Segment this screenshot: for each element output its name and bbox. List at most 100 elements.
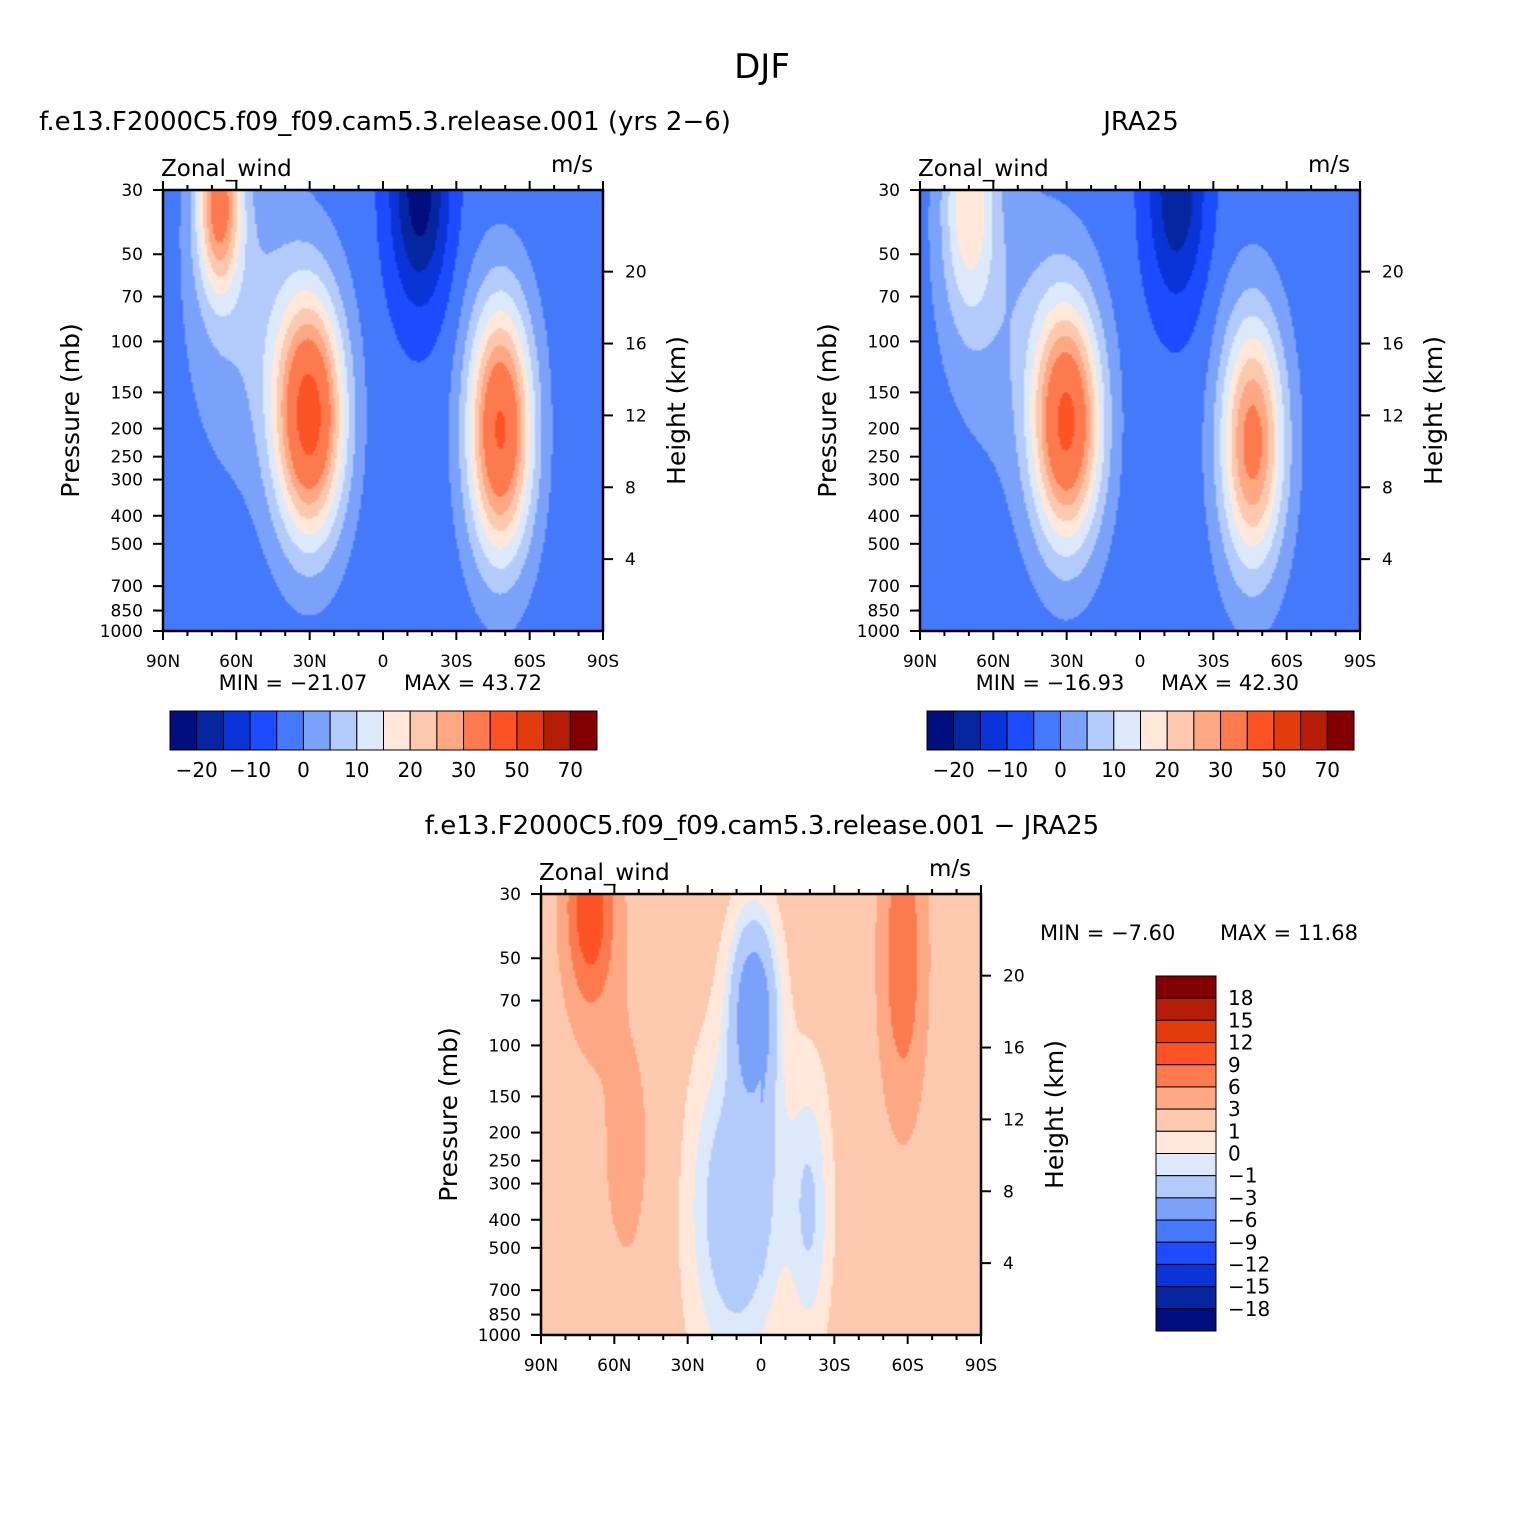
y-tick-label: 100 [111, 332, 143, 352]
colorbar-box [436, 710, 465, 751]
x-tick-label: 30S [440, 652, 472, 672]
y-tick-label: 100 [868, 332, 900, 352]
colorbar-label: 50 [504, 758, 529, 782]
colorbar-box [1155, 1153, 1217, 1177]
colorbar-label: −9 [1228, 1230, 1257, 1254]
y-tick-label: 300 [868, 471, 900, 491]
min-label-model: MIN = −21.07 [219, 671, 368, 695]
y-tick-label: 850 [868, 602, 900, 622]
colorbar-box [1155, 1042, 1217, 1066]
max-label-diff: MAX = 11.68 [1220, 921, 1358, 945]
units-label-diff: m/s [929, 856, 971, 882]
colorbar-box [926, 710, 955, 751]
x-tick-label: 30S [818, 1356, 850, 1376]
variable-label-obs: Zonal_wind [918, 156, 1049, 182]
colorbar-box [1155, 1130, 1217, 1154]
colorbar-label: −12 [1228, 1252, 1270, 1276]
height-tick-label: 12 [1003, 1110, 1025, 1130]
colorbar-label: 0 [1054, 758, 1067, 782]
variable-label-diff: Zonal_wind [539, 860, 670, 886]
colorbar-box [1155, 975, 1217, 999]
height-tick-label: 4 [1003, 1254, 1014, 1274]
colorbar-box [1155, 1019, 1217, 1044]
colorbar-box [222, 710, 251, 751]
colorbar-label: 20 [397, 758, 422, 782]
y-tick-label: 500 [489, 1239, 521, 1259]
x-tick-label: 0 [756, 1356, 767, 1376]
colorbar-box [1193, 710, 1222, 751]
colorbar-box [543, 710, 571, 751]
panel-title-obs: JRA25 [1101, 107, 1179, 137]
y-tick-label: 400 [489, 1211, 521, 1231]
colorbar-label: 50 [1261, 758, 1286, 782]
colorbar-label: −10 [986, 758, 1028, 782]
colorbar-box [1155, 1286, 1217, 1310]
y-tick-label: 200 [111, 420, 143, 440]
panel-title-model: f.e13.F2000C5.f09_f09.cam5.3.release.001… [39, 107, 731, 137]
x-tick-label: 90N [146, 652, 180, 672]
max-label-obs: MAX = 42.30 [1161, 671, 1299, 695]
y-tick-label: 100 [489, 1036, 521, 1056]
colorbar-box [1006, 710, 1035, 751]
height-tick-label: 4 [1382, 550, 1393, 570]
x-tick-label: 60S [891, 1356, 923, 1376]
y-tick-label: 150 [489, 1087, 521, 1107]
contour-field-obs [920, 190, 1360, 631]
height-tick-label: 16 [1003, 1039, 1025, 1059]
height-tick-label: 8 [1003, 1182, 1014, 1202]
main-title: DJF [734, 47, 790, 87]
height-tick-label: 12 [1382, 406, 1404, 426]
colorbar-label: −10 [229, 758, 271, 782]
colorbar-label: 70 [1315, 758, 1340, 782]
colorbar-label: 1 [1228, 1119, 1241, 1143]
colorbar-label: −15 [1228, 1275, 1270, 1299]
y-tick-label: 50 [499, 949, 521, 969]
colorbar-box [1166, 710, 1195, 751]
y-axis-label-diff: Pressure (mb) [434, 1027, 463, 1201]
colorbar-label: −20 [933, 758, 975, 782]
y-tick-label: 30 [121, 181, 143, 201]
colorbar-box [196, 710, 224, 751]
height-tick-label: 16 [625, 335, 647, 355]
colorbar-box [1155, 1241, 1217, 1265]
colorbar-label: 15 [1228, 1008, 1253, 1032]
colorbar-box [383, 710, 411, 751]
colorbar-label: 12 [1228, 1031, 1253, 1055]
colorbar-box [1140, 710, 1168, 751]
contour-field-model [163, 190, 603, 631]
colorbar-label: 0 [297, 758, 310, 782]
colorbar-box [409, 710, 438, 751]
colorbar-box [463, 710, 491, 751]
x-tick-label: 60N [219, 652, 253, 672]
colorbar-label: −18 [1228, 1297, 1270, 1321]
colorbar-box [1059, 710, 1088, 751]
y-tick-label: 1000 [100, 622, 143, 642]
y-tick-label: 500 [111, 535, 143, 555]
y-tick-label: 150 [868, 383, 900, 403]
x-tick-label: 60S [1270, 652, 1302, 672]
colorbar-box [979, 710, 1008, 751]
panel-diff: f.e13.F2000C5.f09_f09.cam5.3.release.001… [425, 811, 1358, 1376]
height-tick-label: 12 [625, 406, 647, 426]
y-tick-label: 700 [489, 1281, 521, 1301]
colorbar-box [1033, 710, 1061, 751]
y-tick-label: 30 [499, 885, 521, 905]
colorbar-box [302, 710, 331, 751]
colorbar-label: 10 [344, 758, 369, 782]
colorbar-label: 6 [1228, 1075, 1241, 1099]
colorbar-label: 10 [1101, 758, 1126, 782]
x-tick-label: 0 [378, 652, 389, 672]
y-tick-label: 200 [868, 420, 900, 440]
colorbar-box [1300, 710, 1328, 751]
height-tick-label: 20 [1003, 967, 1025, 987]
units-label-model: m/s [551, 152, 593, 178]
colorbar-box [1273, 710, 1302, 751]
colorbar-box [1155, 1064, 1217, 1088]
colorbar-box [356, 710, 384, 751]
colorbar-label: −20 [176, 758, 218, 782]
colorbar-box [1113, 710, 1141, 751]
y-tick-label: 700 [868, 577, 900, 597]
colorbar-box [569, 710, 598, 751]
colorbar-label: 20 [1154, 758, 1179, 782]
